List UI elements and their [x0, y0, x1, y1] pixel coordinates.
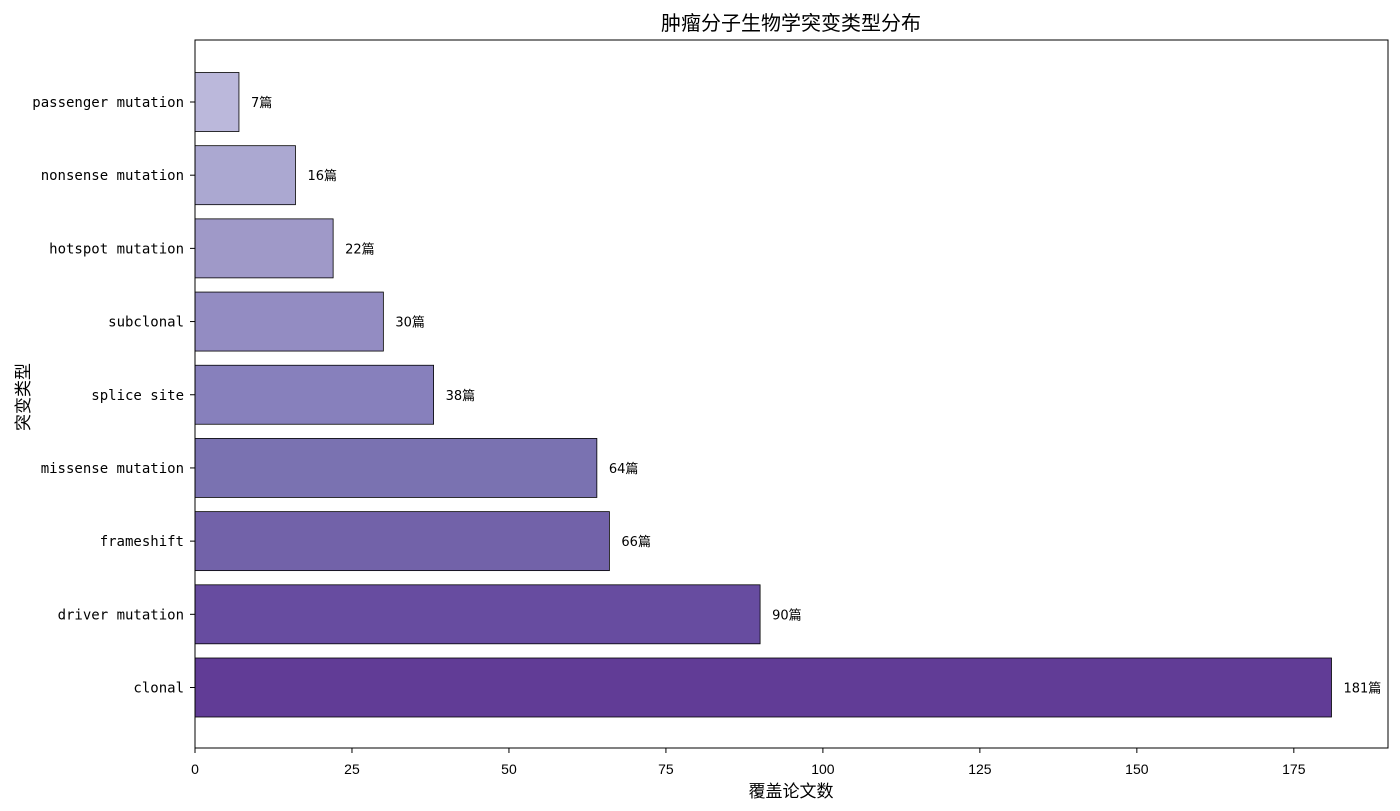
- x-axis-ticks: 0 25 50 75 100 125 150 175: [191, 748, 1306, 777]
- y-axis-title: 突变类型: [14, 363, 34, 431]
- x-tick-label: 75: [658, 761, 674, 777]
- y-tick-label: clonal: [133, 681, 184, 697]
- y-tick-label: splice site: [91, 388, 184, 404]
- data-label: 64篇: [609, 462, 639, 477]
- data-label: 30篇: [395, 316, 425, 331]
- bar-driver-mutation: [194, 584, 761, 645]
- y-tick-label: driver mutation: [58, 607, 184, 623]
- data-label: 16篇: [307, 169, 337, 184]
- bar-clonal: [194, 657, 1332, 718]
- x-tick-label: 0: [191, 761, 199, 777]
- x-tick-label: 100: [811, 761, 835, 777]
- y-axis-ticks: passenger mutation nonsense mutation hotsp…: [32, 95, 195, 697]
- y-tick-label: nonsense mutation: [41, 168, 184, 184]
- y-tick-label: missense mutation: [41, 461, 184, 477]
- bar-missense-mutation: [194, 438, 598, 498]
- data-label: 66篇: [621, 535, 651, 550]
- x-tick-label: 125: [968, 761, 992, 777]
- x-tick-label: 50: [501, 761, 517, 777]
- data-label: 7篇: [251, 96, 272, 111]
- bar-passenger-mutation: [194, 72, 240, 132]
- bar-hotspot-mutation: [194, 218, 334, 279]
- data-label: 181篇: [1343, 682, 1381, 697]
- x-tick-label: 175: [1282, 761, 1306, 777]
- bar-nonsense-mutation: [194, 145, 296, 206]
- chart-title: 肿瘤分子生物学突变类型分布: [661, 11, 921, 35]
- data-labels-group: 7篇 16篇 22篇 30篇 38篇 64篇 66篇 90篇 181篇: [251, 96, 1381, 697]
- data-label: 22篇: [345, 242, 375, 257]
- bar-subclonal: [194, 291, 384, 352]
- y-tick-label: hotspot mutation: [49, 241, 184, 257]
- plot-frame: [194, 39, 1389, 749]
- x-axis-title: 覆盖论文数: [749, 782, 834, 802]
- data-label: 90篇: [772, 608, 802, 623]
- y-tick-label: passenger mutation: [32, 95, 184, 111]
- data-label: 38篇: [446, 389, 476, 404]
- bar-splice-site: [194, 364, 435, 425]
- bar-frameshift: [194, 511, 610, 572]
- x-tick-label: 25: [344, 761, 360, 777]
- x-tick-label: 150: [1125, 761, 1149, 777]
- y-tick-label: frameshift: [100, 534, 184, 550]
- y-tick-label: subclonal: [108, 315, 184, 331]
- bars-group: [194, 72, 1332, 718]
